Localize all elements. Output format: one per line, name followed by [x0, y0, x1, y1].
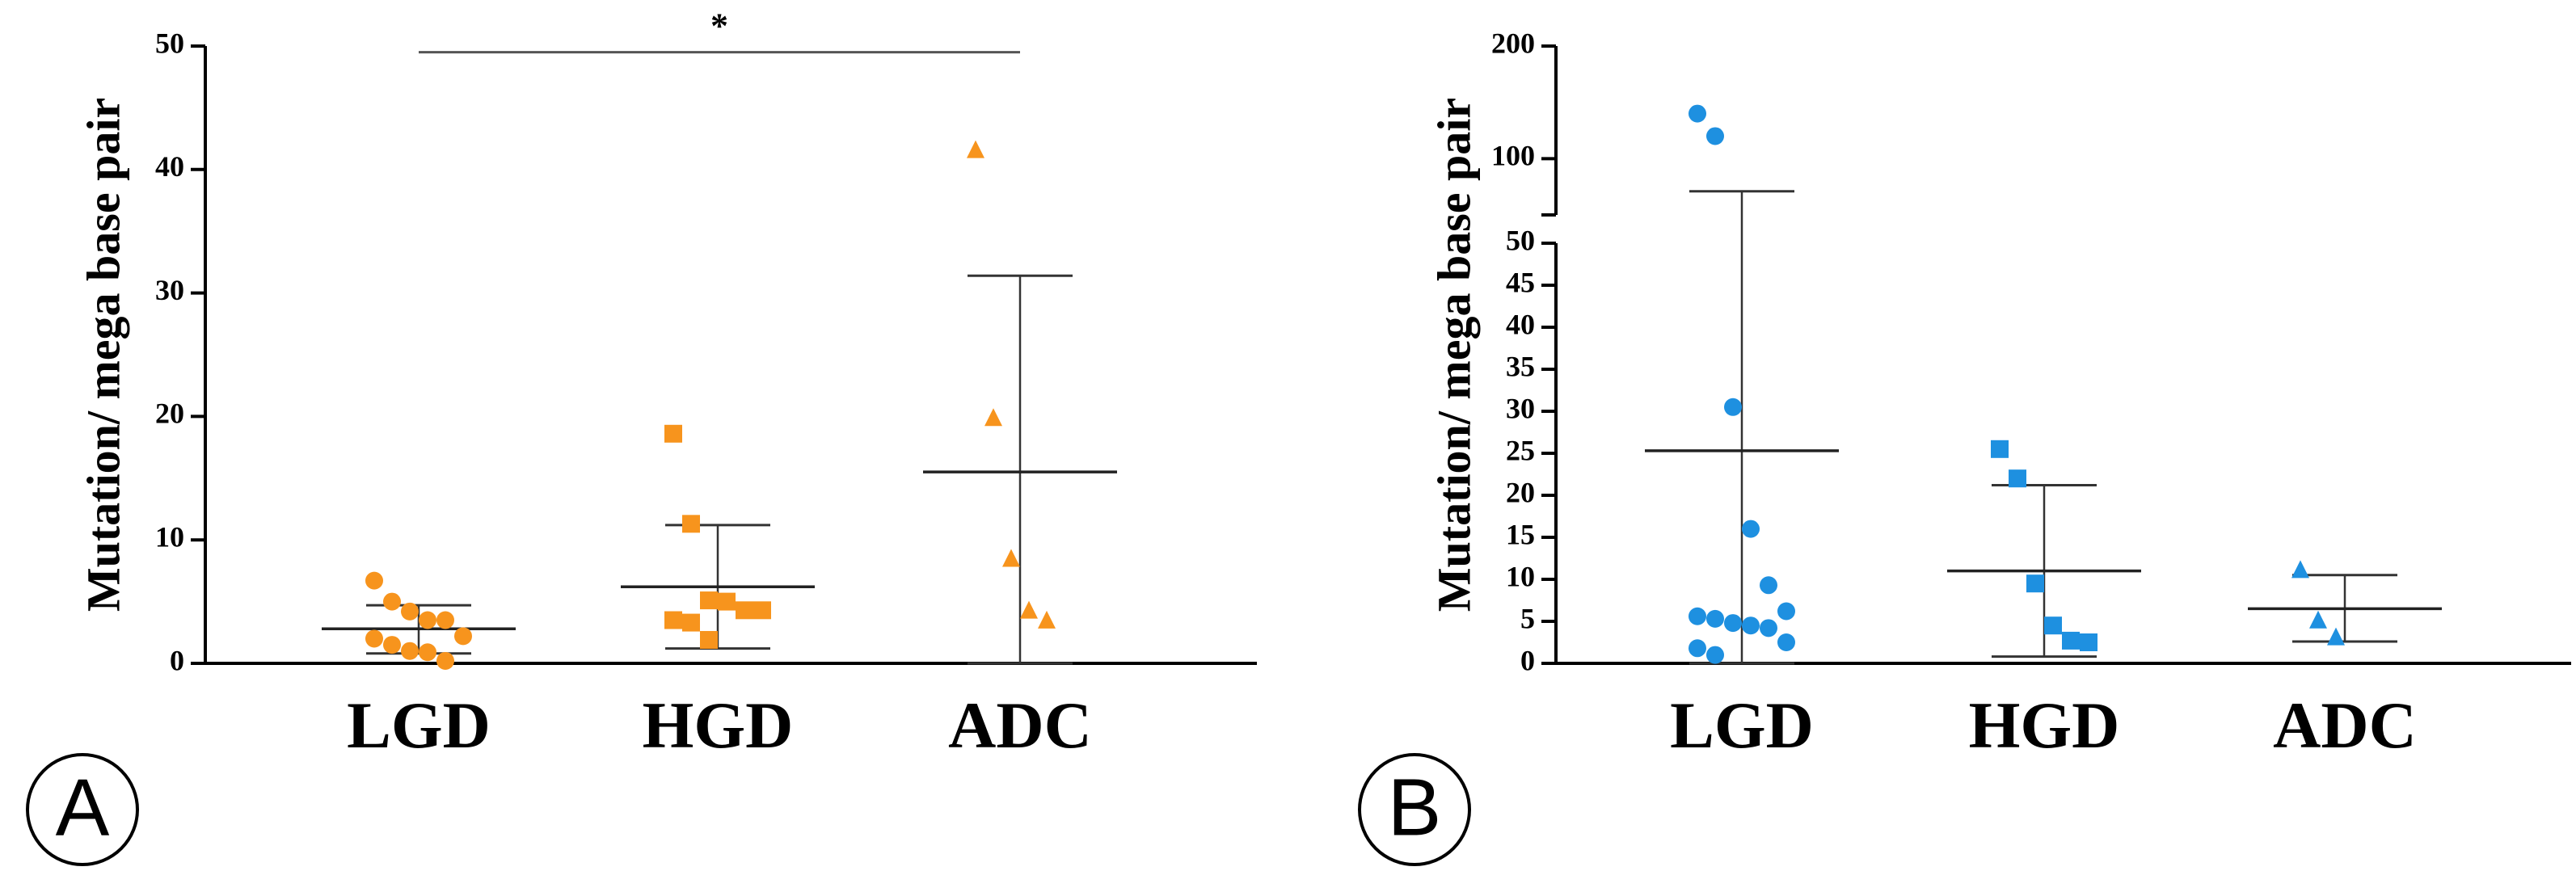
y-tick-label: 40 [1506, 308, 1535, 340]
panel-label: B [1388, 762, 1442, 852]
point [700, 591, 718, 610]
point [2327, 627, 2345, 646]
point [454, 627, 472, 646]
y-tick-label: 35 [1506, 350, 1535, 382]
point [1706, 127, 1724, 145]
point [1724, 398, 1742, 416]
point [1991, 440, 2009, 458]
point [383, 592, 401, 611]
point [1689, 104, 1706, 123]
x-tick-label: LGD [1670, 688, 1814, 762]
point [1706, 646, 1724, 664]
point [736, 601, 753, 620]
y-tick-label: 10 [155, 520, 184, 553]
point [682, 515, 700, 533]
point [2291, 560, 2309, 579]
y-tick-label: 200 [1491, 27, 1535, 59]
point [365, 629, 383, 648]
point [1742, 616, 1760, 635]
point [2026, 574, 2044, 593]
point [401, 642, 419, 660]
point [2309, 610, 2327, 629]
y-tick-label: 45 [1506, 266, 1535, 298]
point [700, 630, 718, 649]
point [1742, 520, 1760, 538]
point [436, 611, 454, 629]
point [1760, 619, 1777, 637]
panel-label: A [56, 762, 110, 852]
point [682, 613, 700, 632]
point [419, 643, 436, 662]
point [2080, 633, 2097, 651]
point [1777, 602, 1795, 621]
y-tick-label: 20 [1506, 476, 1535, 508]
significance-label: * [710, 6, 728, 46]
point [664, 424, 682, 443]
y-tick-label: 100 [1491, 140, 1535, 172]
point [2044, 616, 2062, 635]
point [2009, 469, 2026, 488]
x-tick-label: ADC [948, 688, 1092, 762]
y-axis-label: Mutation/ mega base pair [1427, 98, 1480, 612]
point [1760, 576, 1777, 595]
point [718, 592, 736, 611]
point [401, 602, 419, 621]
point [1689, 607, 1706, 625]
point [419, 611, 436, 629]
point [664, 611, 682, 629]
x-tick-label: HGD [1969, 688, 2120, 762]
y-tick-label: 5 [1520, 602, 1535, 634]
point [1689, 639, 1706, 658]
y-tick-label: 30 [1506, 392, 1535, 424]
point [1724, 614, 1742, 633]
x-tick-label: LGD [347, 688, 491, 762]
point [1038, 610, 1056, 629]
y-tick-label: 20 [155, 398, 184, 430]
panel-label-circle [1358, 753, 1471, 866]
point [365, 571, 383, 590]
point [1002, 549, 1020, 567]
y-axis-label: Mutation/ mega base pair [77, 98, 129, 612]
y-tick-label: 25 [1506, 434, 1535, 466]
y-tick-label: 40 [155, 150, 184, 183]
point [1777, 633, 1795, 651]
x-tick-label: ADC [2273, 688, 2417, 762]
y-tick-label: 0 [1520, 644, 1535, 676]
point [753, 601, 771, 620]
y-tick-label: 0 [170, 644, 184, 676]
point [984, 408, 1002, 427]
y-tick-label: 10 [1506, 560, 1535, 592]
y-tick-label: 50 [155, 27, 184, 59]
point [436, 651, 454, 670]
y-tick-label: 15 [1506, 518, 1535, 550]
y-tick-label: 30 [155, 274, 184, 306]
panel-label-circle [26, 753, 139, 866]
point [967, 140, 984, 158]
point [1020, 600, 1038, 619]
point [2062, 631, 2080, 650]
y-tick-label: 50 [1506, 224, 1535, 256]
point [1706, 609, 1724, 628]
point [383, 636, 401, 654]
x-tick-label: HGD [643, 688, 794, 762]
